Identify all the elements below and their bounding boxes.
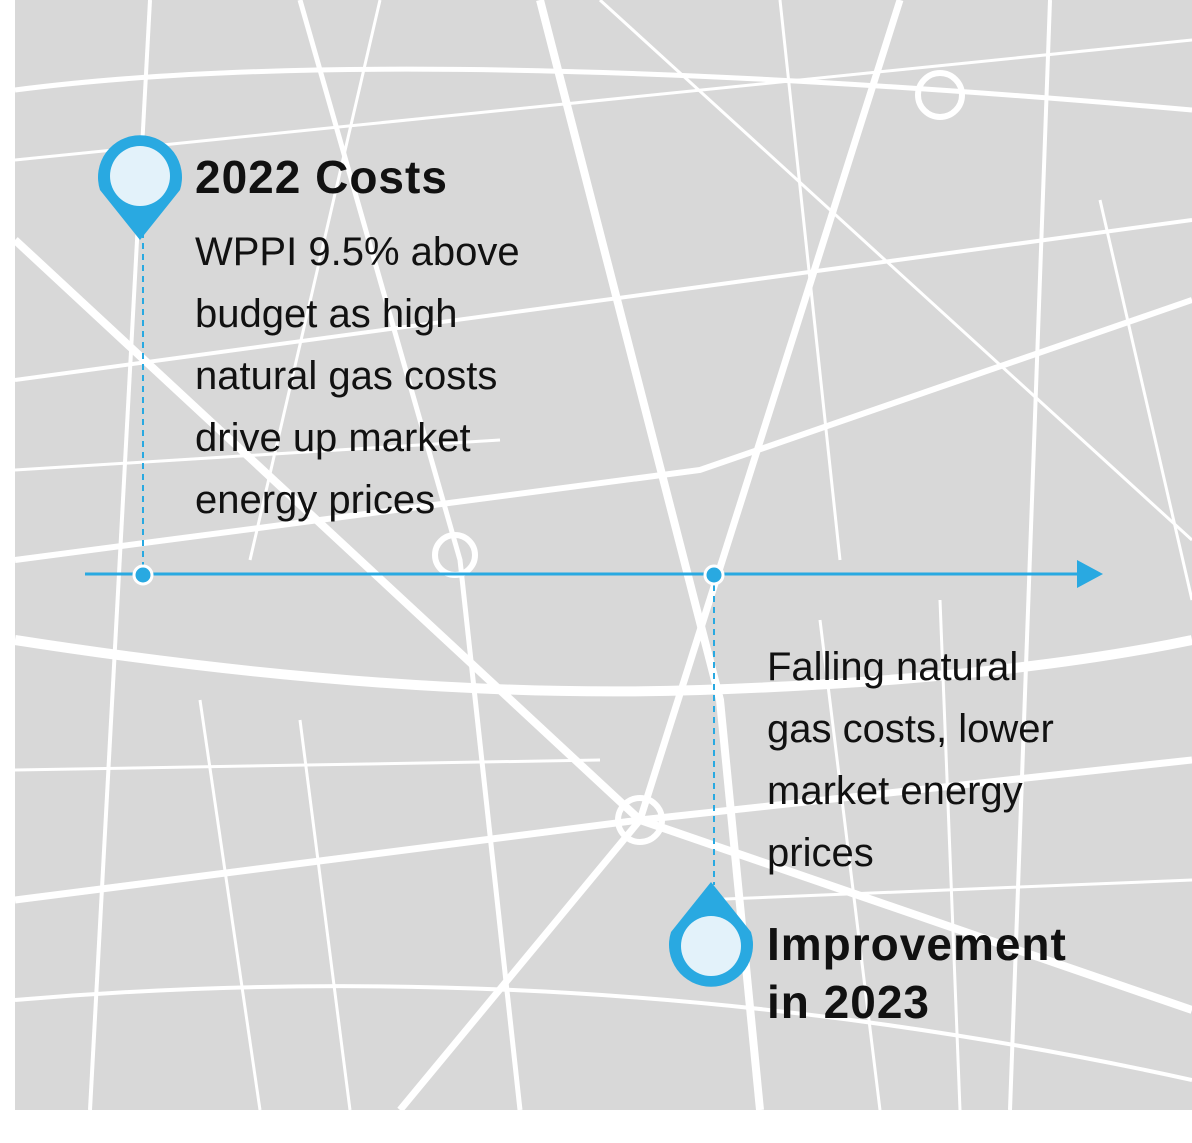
- event-title: in 2023: [767, 976, 930, 1028]
- event-text: prices: [767, 831, 874, 875]
- event-text: drive up market: [195, 416, 471, 460]
- page: 2022 Costs WPPI 9.5% above budget as high n…: [0, 0, 1192, 1143]
- event-text: budget as high: [195, 292, 457, 336]
- event-text: natural gas costs: [195, 354, 497, 398]
- event-text: gas costs, lower: [767, 707, 1054, 751]
- timeline-dot: [705, 566, 723, 584]
- event-text: Falling natural: [767, 645, 1018, 689]
- infographic: 2022 Costs WPPI 9.5% above budget as high n…: [0, 0, 1192, 1143]
- event-title: 2022 Costs: [195, 151, 448, 203]
- event-text: energy prices: [195, 478, 435, 522]
- event-text: WPPI 9.5% above: [195, 230, 520, 274]
- event-text: market energy: [767, 769, 1023, 813]
- timeline-dot: [134, 566, 152, 584]
- event-title: Improvement: [767, 918, 1067, 970]
